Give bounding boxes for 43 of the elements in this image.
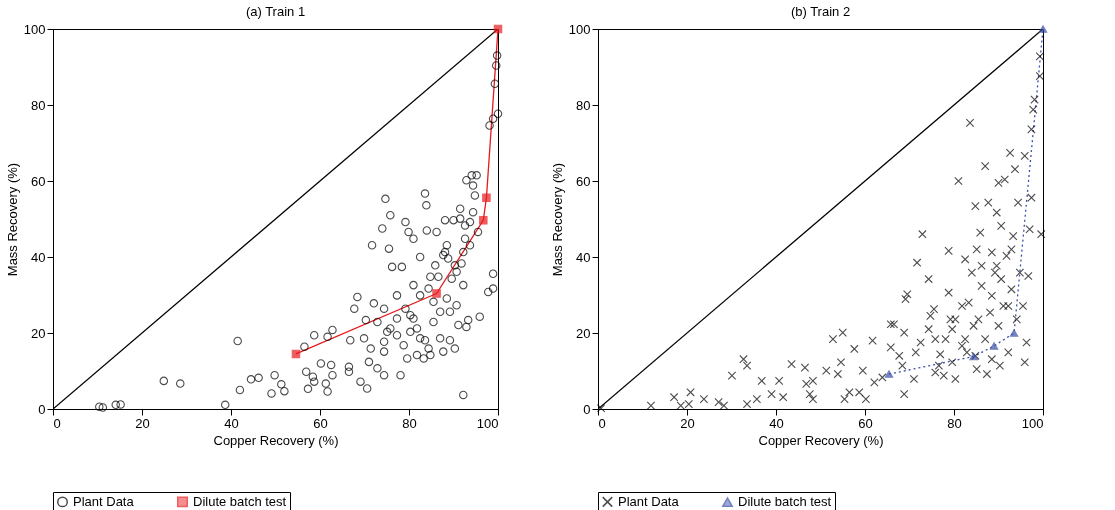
point: [291, 349, 301, 359]
legend-label: Dilute batch test: [738, 494, 832, 510]
x-tick-label: 60: [313, 415, 328, 431]
x-tick-label: 80: [947, 415, 962, 431]
x-tick-label: 0: [53, 415, 61, 431]
y-tick-label: 100: [23, 21, 46, 37]
point: [432, 289, 441, 298]
x-axis-title: Copper Recovery (%): [758, 432, 884, 448]
x-tick-label: 40: [224, 415, 239, 431]
y-tick-label: 60: [31, 173, 46, 189]
y-tick-label: 80: [31, 97, 46, 113]
y-tick-label: 60: [576, 173, 591, 189]
x-tick-label: 80: [402, 415, 417, 431]
chart-title: (a) Train 1: [245, 4, 306, 19]
x-tick-label: 20: [135, 415, 150, 431]
y-tick-label: 80: [576, 97, 591, 113]
x-tick-label: 60: [858, 415, 873, 431]
point: [479, 215, 488, 225]
y-tick-label: 40: [576, 249, 591, 265]
x-tick-label: 100: [476, 415, 499, 431]
y-tick-label: 0: [38, 401, 46, 417]
x-tick-label: 20: [680, 415, 695, 431]
point: [493, 24, 503, 34]
y-tick-label: 100: [568, 21, 591, 37]
x-tick-label: 100: [1021, 415, 1044, 431]
legend-label: Dilute batch test: [193, 493, 287, 509]
point: [989, 342, 999, 350]
chart-title: (b) Train 2: [790, 4, 851, 19]
x-axis-title: Copper Recovery (%): [213, 432, 339, 448]
point: [884, 370, 894, 378]
y-tick-label: 20: [31, 325, 46, 341]
legend-label: Plant Data: [618, 493, 680, 509]
point: [1038, 25, 1048, 33]
x-tick-label: 40: [769, 415, 784, 431]
point: [1009, 329, 1019, 337]
legend-label: Plant Data: [73, 493, 135, 509]
y-axis-title: Mass Recovery (%): [4, 162, 20, 277]
x-tick-label: 0: [598, 415, 606, 431]
y-tick-label: 20: [576, 325, 591, 341]
y-tick-label: 0: [583, 401, 591, 417]
y-tick-label: 40: [31, 249, 46, 265]
point: [482, 193, 491, 202]
y-axis-title: Mass Recovery (%): [549, 162, 565, 277]
